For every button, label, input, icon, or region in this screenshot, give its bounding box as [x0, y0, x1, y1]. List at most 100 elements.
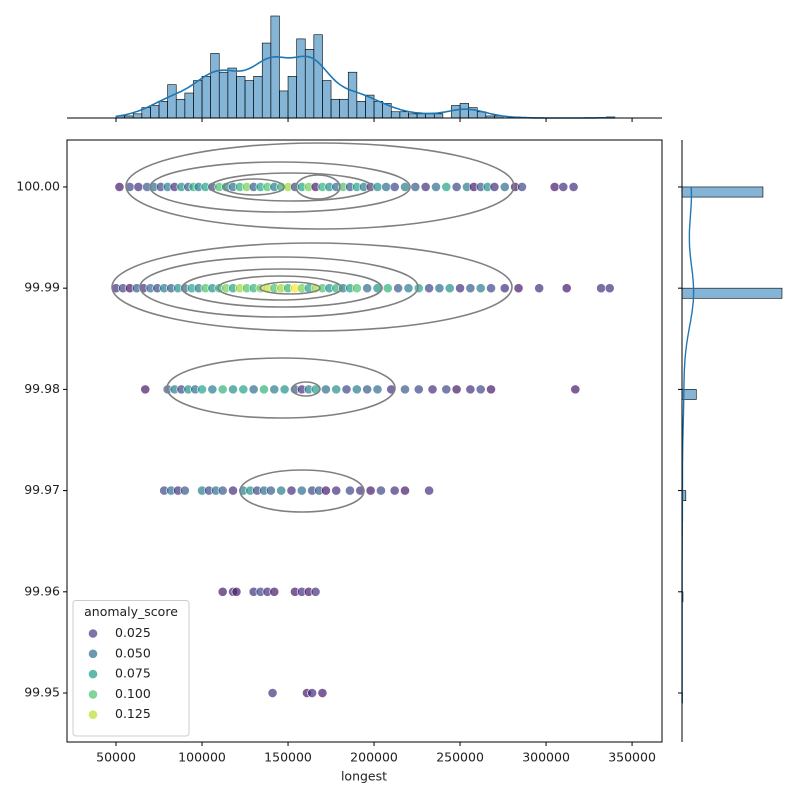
- scatter-point: [486, 284, 495, 293]
- x-tick-label: 50000: [96, 750, 136, 765]
- legend-label: 0.025: [115, 625, 151, 640]
- hist-bar: [271, 16, 280, 118]
- scatter-point: [352, 385, 361, 394]
- scatter-point: [514, 284, 523, 293]
- hist-bar: [408, 114, 417, 118]
- plot-marks: [111, 16, 782, 703]
- scatter-point: [569, 182, 578, 191]
- scatter-point: [342, 385, 351, 394]
- scatter-point: [270, 587, 279, 596]
- hist-bar: [357, 101, 366, 118]
- scatter-point: [490, 182, 499, 191]
- x-tick-label: 350000: [608, 750, 656, 765]
- hist-bar: [374, 101, 383, 118]
- scatter-point: [363, 385, 372, 394]
- legend-label: 0.075: [115, 666, 151, 681]
- hist-bar: [185, 93, 194, 118]
- x-tick-label: 300000: [522, 750, 570, 765]
- x-tick-label: 150000: [264, 750, 312, 765]
- scatter-point: [476, 284, 485, 293]
- legend-marker: [88, 670, 97, 679]
- scatter-point: [400, 486, 409, 495]
- y-tick-label: 99.99: [24, 280, 60, 295]
- scatter-point: [345, 486, 354, 495]
- scatter-point: [232, 587, 241, 596]
- x-tick-label: 200000: [350, 750, 398, 765]
- legend-marker: [88, 629, 97, 638]
- scatter-point: [535, 284, 544, 293]
- scatter-point: [332, 486, 341, 495]
- x-tick-label: 100000: [178, 750, 226, 765]
- scatter-point: [424, 486, 433, 495]
- scatter-point: [321, 486, 330, 495]
- legend-marker: [88, 649, 97, 658]
- scatter-point: [134, 182, 143, 191]
- scatter-point: [332, 385, 341, 394]
- scatter-point: [277, 486, 286, 495]
- scatter-point: [455, 284, 464, 293]
- scatter-point: [366, 486, 375, 495]
- hist-bar: [150, 106, 159, 118]
- scatter-point: [318, 688, 327, 697]
- hist-bar: [193, 81, 202, 118]
- hist-bar: [254, 76, 263, 118]
- scatter-point: [424, 284, 433, 293]
- scatter-point: [517, 182, 526, 191]
- hist-bar: [228, 68, 237, 118]
- scatter-point: [321, 385, 330, 394]
- scatter-point: [141, 385, 150, 394]
- hist-bar: [133, 114, 142, 118]
- hist-bar: [159, 101, 168, 118]
- scatter-point: [197, 385, 206, 394]
- scatter-point: [381, 182, 390, 191]
- scatter-point: [442, 182, 451, 191]
- kde-curve: [682, 187, 694, 703]
- scatter-point: [308, 688, 317, 697]
- hist-bar: [176, 99, 185, 118]
- scatter-point: [428, 385, 437, 394]
- legend-label: 0.100: [115, 686, 151, 701]
- hist-bar: [451, 106, 460, 118]
- scatter-point: [266, 486, 275, 495]
- scatter-point: [411, 182, 420, 191]
- hist-bar: [391, 112, 400, 118]
- hist-bar: [400, 112, 409, 118]
- scatter-point: [390, 486, 399, 495]
- scatter-point: [228, 385, 237, 394]
- scatter-point: [400, 385, 409, 394]
- hist-bar: [348, 72, 357, 118]
- scatter-point: [239, 385, 248, 394]
- scatter-point: [218, 587, 227, 596]
- hist-bar: [682, 187, 763, 197]
- hist-bar: [417, 114, 426, 118]
- scatter-point: [431, 182, 440, 191]
- hist-bar: [168, 85, 177, 118]
- scatter-point: [435, 284, 444, 293]
- x-tick-label: 250000: [436, 750, 484, 765]
- hist-bar: [279, 91, 288, 118]
- scatter-point: [476, 385, 485, 394]
- hist-bar: [262, 43, 271, 118]
- scatter-point: [280, 385, 289, 394]
- scatter-point: [404, 284, 413, 293]
- scatter-point: [115, 182, 124, 191]
- hist-bar: [426, 114, 435, 118]
- scatter-point: [259, 385, 268, 394]
- legend-title: anomaly_score: [84, 604, 178, 619]
- scatter-point: [208, 385, 217, 394]
- scatter-point: [373, 182, 382, 191]
- scatter-point: [414, 385, 423, 394]
- hist-bar: [314, 35, 323, 118]
- hist-bar: [682, 288, 782, 298]
- hist-bar: [236, 76, 245, 118]
- scatter-point: [500, 284, 509, 293]
- scatter-point: [383, 284, 392, 293]
- scatter-point: [442, 385, 451, 394]
- scatter-point: [297, 486, 306, 495]
- hist-bar: [288, 76, 297, 118]
- scatter-point: [421, 182, 430, 191]
- legend-marker: [88, 710, 97, 719]
- hist-bar: [245, 81, 254, 118]
- scatter-point: [559, 182, 568, 191]
- scatter-point: [249, 385, 258, 394]
